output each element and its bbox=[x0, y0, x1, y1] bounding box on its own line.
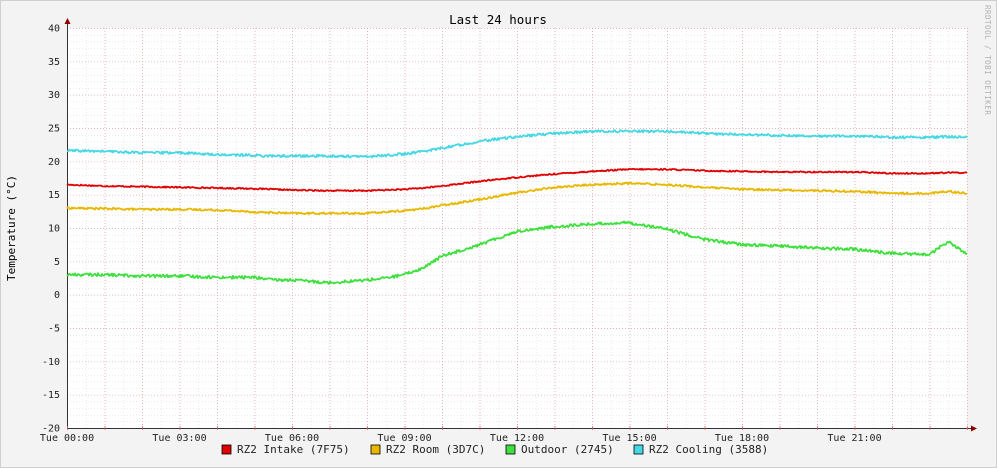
legend: RZ2 Intake (7F75) RZ2 Room (3D7C) Outdoor … bbox=[221, 443, 768, 456]
series-line bbox=[66, 129, 968, 159]
x-tick-label: Tue 03:00 bbox=[152, 433, 206, 444]
series-line bbox=[66, 220, 967, 285]
x-tick-label: Tue 21:00 bbox=[827, 433, 881, 444]
y-tick-label: 25 bbox=[48, 124, 60, 135]
y-tick-label: 35 bbox=[48, 57, 60, 68]
y-tick-label: -20 bbox=[42, 424, 60, 435]
series-line bbox=[66, 167, 968, 193]
y-tick-label: -15 bbox=[42, 390, 60, 401]
x-axis-arrow bbox=[971, 425, 977, 432]
legend-label: Outdoor (2745) bbox=[521, 443, 614, 456]
legend-label: RZ2 Room (3D7C) bbox=[386, 443, 485, 456]
axes bbox=[64, 18, 977, 432]
x-tick-labels: Tue 00:00 Tue 03:00 Tue 06:00 Tue 09:00 Tue … bbox=[40, 433, 882, 444]
y-axis-arrow bbox=[64, 18, 71, 24]
y-tick-label: 10 bbox=[48, 224, 60, 235]
x-tick-label: Tue 18:00 bbox=[715, 433, 769, 444]
legend-swatch bbox=[370, 444, 381, 455]
y-tick-label: 30 bbox=[48, 90, 60, 101]
series-line bbox=[66, 181, 968, 216]
legend-label: RZ2 Cooling (3588) bbox=[649, 443, 768, 456]
grid bbox=[67, 28, 968, 429]
y-tick-label: -10 bbox=[42, 357, 60, 368]
plot-area bbox=[67, 28, 967, 428]
x-tick-label: Tue 15:00 bbox=[602, 433, 656, 444]
y-tick-labels: 40 35 30 25 20 15 10 5 0 -5 -10 -15 -20 bbox=[42, 24, 60, 435]
x-tick-label: Tue 12:00 bbox=[490, 433, 544, 444]
x-tick-label: Tue 00:00 bbox=[40, 433, 94, 444]
x-tick-label: Tue 06:00 bbox=[265, 433, 319, 444]
y-tick-label: 5 bbox=[54, 257, 60, 268]
rrdtool-watermark: RRDTOOL / TOBI OETIKER bbox=[983, 5, 992, 115]
y-tick-label: 15 bbox=[48, 190, 60, 201]
y-tick-label: 20 bbox=[48, 157, 60, 168]
legend-swatch bbox=[221, 444, 232, 455]
series-lines bbox=[66, 129, 968, 285]
legend-swatch bbox=[505, 444, 516, 455]
y-axis-label: Temperature (°C) bbox=[5, 175, 18, 281]
legend-label: RZ2 Intake (7F75) bbox=[237, 443, 350, 456]
x-tick-label: Tue 09:00 bbox=[377, 433, 431, 444]
y-tick-label: -5 bbox=[48, 324, 60, 335]
y-tick-label: 40 bbox=[48, 24, 60, 35]
y-tick-label: 0 bbox=[54, 290, 60, 301]
legend-swatch bbox=[633, 444, 644, 455]
chart-title: Last 24 hours bbox=[449, 12, 547, 27]
